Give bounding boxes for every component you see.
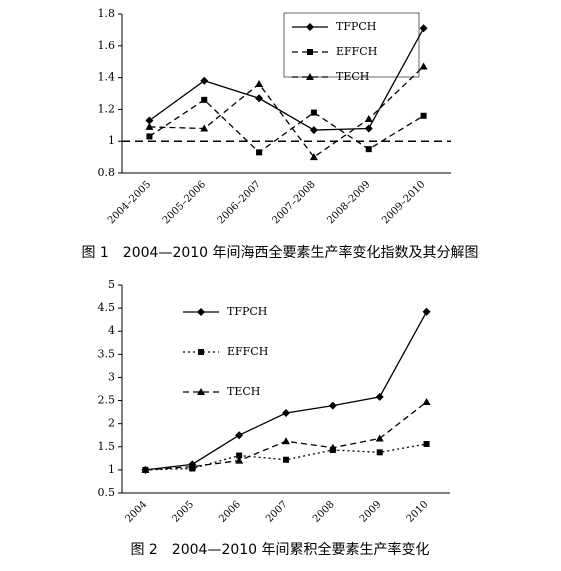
y-tick-label: 0.8 [98, 166, 116, 179]
legend-label: EFFCH [336, 45, 377, 58]
marker [328, 443, 337, 451]
legend-label: TECH [336, 70, 369, 83]
legend-marker [307, 49, 313, 55]
marker [236, 452, 243, 459]
caption: 图 2 2004—2010 年间累积全要素生产率变化 [130, 541, 429, 558]
series-line [149, 66, 425, 158]
marker [328, 401, 337, 410]
x-tick-label: 2006 [217, 499, 243, 525]
marker [365, 146, 372, 153]
marker [255, 79, 264, 87]
marker [364, 124, 373, 133]
caption: 图 1 2004—2010 年间海西全要素生产率变化指数及其分解图 [81, 244, 478, 261]
legend-label: TECH [227, 385, 260, 398]
marker [419, 62, 428, 70]
legend-marker [306, 73, 314, 80]
x-tick-label: 2004 [124, 499, 150, 525]
x-tick-label: 2004–2005 [106, 179, 153, 226]
x-tick-label: 2010 [405, 499, 431, 525]
marker [145, 116, 154, 125]
marker [235, 456, 244, 464]
y-tick-label: 1.5 [98, 440, 116, 453]
marker [422, 397, 431, 405]
y-tick-label: 0.5 [98, 486, 116, 499]
series-line [149, 99, 424, 154]
marker [419, 24, 428, 33]
marker [364, 114, 373, 122]
marker [141, 465, 150, 473]
marker [423, 441, 430, 448]
marker [282, 409, 290, 418]
marker [376, 449, 383, 456]
marker [375, 392, 384, 401]
legend-label: TFPCH [227, 305, 267, 318]
marker [375, 434, 384, 442]
x-tick-label: 2008–2009 [325, 179, 372, 226]
legend-marker [306, 23, 314, 31]
marker [309, 153, 318, 161]
legend-label: EFFCH [227, 345, 268, 358]
marker [145, 122, 154, 130]
x-tick-label: 2007 [264, 499, 290, 525]
y-tick-label: 2 [108, 417, 115, 430]
y-tick-label: 1 [108, 134, 115, 147]
marker [422, 307, 431, 316]
series-line [149, 27, 425, 131]
marker [420, 112, 427, 119]
x-tick-label: 2005 [170, 499, 196, 525]
marker [283, 456, 289, 463]
y-tick-label: 4 [108, 324, 115, 337]
marker [200, 76, 209, 85]
legend-marker [197, 308, 205, 316]
marker [309, 126, 318, 135]
x-tick-label: 2006–2007 [216, 179, 263, 226]
x-tick-label: 2009–2010 [380, 179, 427, 226]
y-tick-label: 1.2 [98, 102, 116, 115]
x-tick-label: 2005–2006 [161, 179, 208, 226]
marker [282, 437, 290, 445]
y-tick-label: 1.4 [98, 71, 116, 84]
marker [255, 94, 264, 103]
y-tick-label: 1.8 [98, 7, 116, 20]
marker [310, 109, 317, 116]
marker [256, 149, 263, 156]
y-tick-label: 1 [108, 463, 115, 476]
marker [188, 462, 197, 470]
legend-box [283, 12, 420, 78]
y-tick-label: 4.5 [98, 301, 116, 314]
y-tick-label: 5 [108, 278, 115, 291]
marker [146, 133, 153, 140]
legend-label: TFPCH [336, 20, 376, 33]
x-tick-label: 2008 [311, 499, 337, 525]
legend-marker [197, 388, 205, 395]
marker [235, 431, 244, 440]
y-tick-label: 3.5 [98, 347, 116, 360]
y-tick-label: 1.6 [98, 39, 116, 52]
marker [200, 124, 209, 132]
x-tick-label: 2007–2008 [270, 179, 317, 226]
series-line [145, 311, 428, 471]
x-tick-label: 2009 [358, 499, 384, 525]
legend-marker [198, 349, 204, 355]
marker [201, 96, 208, 103]
y-tick-label: 2.5 [98, 394, 116, 407]
y-tick-label: 3 [108, 370, 115, 383]
